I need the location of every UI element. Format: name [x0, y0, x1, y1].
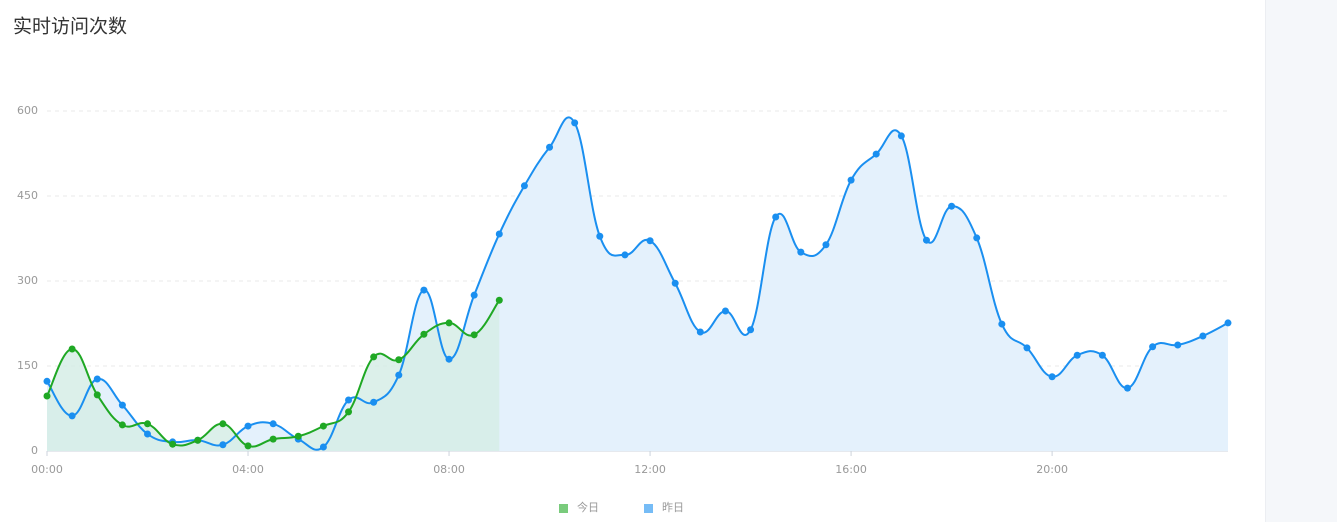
- point: [43, 377, 51, 385]
- y-tick-label: 450: [17, 189, 38, 202]
- point: [144, 430, 152, 438]
- point: [1224, 319, 1232, 327]
- point: [395, 356, 403, 364]
- point: [872, 150, 880, 158]
- point: [1098, 351, 1106, 359]
- point: [144, 420, 152, 428]
- point: [93, 375, 101, 383]
- point: [194, 436, 202, 444]
- point: [420, 330, 428, 338]
- y-tick-label: 0: [31, 444, 38, 457]
- point: [571, 119, 579, 127]
- point: [219, 420, 227, 428]
- x-tick-label: 20:00: [1036, 463, 1068, 476]
- point: [696, 328, 704, 336]
- point: [1048, 373, 1056, 381]
- point: [721, 307, 729, 315]
- y-tick-label: 600: [17, 104, 38, 117]
- point: [370, 353, 378, 361]
- point: [319, 422, 327, 430]
- point: [822, 241, 830, 249]
- point: [1149, 343, 1157, 351]
- legend-swatch: [644, 504, 653, 513]
- chart: 实时访问次数 0 150 300 450 600 00:00 04:00 08:00 12:00…: [13, 16, 1232, 514]
- legend-label: 今日: [577, 500, 599, 514]
- point: [420, 286, 428, 294]
- point: [897, 132, 905, 140]
- point: [596, 232, 604, 240]
- point: [1199, 332, 1207, 340]
- point: [68, 412, 76, 420]
- point: [998, 320, 1006, 328]
- point: [1123, 384, 1131, 392]
- point: [319, 443, 327, 451]
- point: [470, 331, 478, 339]
- point: [747, 326, 755, 334]
- point: [445, 319, 453, 327]
- point: [922, 236, 930, 244]
- x-tick-label: 08:00: [433, 463, 465, 476]
- point: [495, 296, 503, 304]
- point: [345, 396, 353, 404]
- point: [370, 398, 378, 406]
- point: [219, 441, 227, 449]
- line: [46, 116, 1229, 451]
- point: [1073, 351, 1081, 359]
- point: [1023, 344, 1031, 352]
- point: [244, 442, 252, 450]
- y-tick-label: 150: [17, 359, 38, 372]
- point: [621, 251, 629, 259]
- point: [495, 230, 503, 238]
- area: [47, 117, 1228, 451]
- point: [973, 234, 981, 242]
- point: [169, 440, 177, 448]
- point: [1174, 341, 1182, 349]
- point: [671, 279, 679, 287]
- point: [470, 291, 478, 299]
- point: [244, 422, 252, 430]
- point: [118, 401, 126, 409]
- x-tick-label: 00:00: [31, 463, 63, 476]
- point: [546, 143, 554, 151]
- x-tick-label: 16:00: [835, 463, 867, 476]
- point: [118, 421, 126, 429]
- point: [847, 176, 855, 184]
- point: [93, 391, 101, 399]
- point: [772, 213, 780, 221]
- point: [294, 432, 302, 440]
- point: [646, 237, 654, 245]
- point: [68, 345, 76, 353]
- legend-label: 昨日: [662, 501, 684, 514]
- x-tick-label: 04:00: [232, 463, 264, 476]
- area: [47, 300, 500, 451]
- side-panel: [1265, 0, 1337, 522]
- point: [345, 408, 353, 416]
- x-tick-label: 12:00: [634, 463, 666, 476]
- point: [269, 435, 277, 443]
- legend-swatch: [559, 504, 568, 513]
- chart-title: 实时访问次数: [13, 16, 127, 38]
- point: [43, 392, 51, 400]
- point: [395, 371, 403, 379]
- point: [269, 420, 277, 428]
- point: [520, 182, 528, 190]
- y-tick-label: 300: [17, 274, 38, 287]
- point: [445, 355, 453, 363]
- point: [797, 248, 805, 256]
- point: [948, 202, 956, 210]
